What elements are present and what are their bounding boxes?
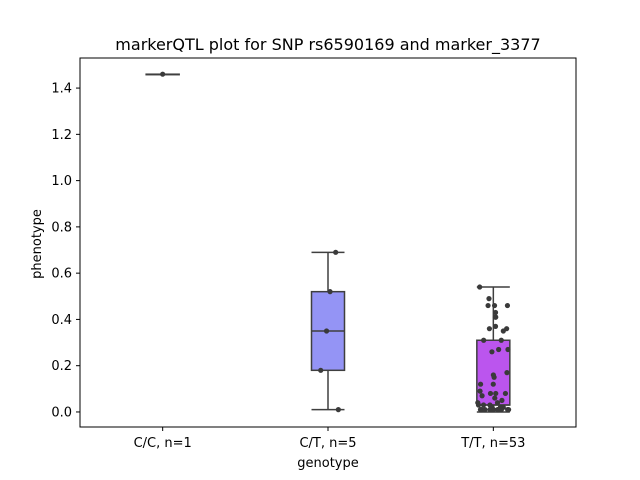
data-point <box>480 402 487 408</box>
y-axis: 0.0 0.2 0.4 0.6 0.8 1.0 1.2 1.4 <box>51 82 80 420</box>
data-point <box>160 71 166 77</box>
x-axis: C/C, n=1 C/T, n=5 T/T, n=53 <box>134 427 525 451</box>
y-tick-label: 0.6 <box>51 267 72 282</box>
y-tick-label: 0.8 <box>51 220 72 235</box>
data-point <box>502 390 509 397</box>
data-point <box>489 349 495 355</box>
data-point <box>492 309 499 316</box>
data-point <box>477 381 484 387</box>
data-point <box>504 302 511 309</box>
data-point <box>491 374 497 380</box>
data-point <box>494 400 501 406</box>
data-point <box>492 323 499 329</box>
data-point <box>499 397 505 403</box>
x-axis-label: genotype <box>297 456 358 471</box>
y-axis-label: phenotype <box>30 209 45 279</box>
data-point <box>500 328 506 334</box>
data-point <box>335 407 341 413</box>
chart-title: markerQTL plot for SNP rs6590169 and mar… <box>115 35 540 55</box>
data-point <box>498 337 504 343</box>
data-point <box>504 370 510 376</box>
data-point <box>493 314 499 320</box>
x-tick-label: C/C, n=1 <box>134 436 192 451</box>
y-tick-label: 0.2 <box>51 359 72 374</box>
data-point <box>486 296 492 302</box>
data-point <box>479 393 485 399</box>
plot-area <box>145 71 512 413</box>
data-point <box>485 302 491 309</box>
data-point <box>481 337 487 343</box>
x-tick-label: C/T, n=5 <box>299 436 356 451</box>
data-point <box>487 390 494 397</box>
data-point <box>496 346 502 353</box>
y-tick-label: 0.0 <box>51 405 72 420</box>
data-point <box>491 302 498 309</box>
data-point <box>488 407 494 413</box>
data-point <box>493 390 499 397</box>
data-point <box>327 289 333 295</box>
y-tick-label: 1.0 <box>51 174 72 189</box>
data-point <box>318 367 324 373</box>
data-point <box>477 388 483 394</box>
y-tick-label: 1.4 <box>51 82 72 97</box>
data-point <box>323 328 330 334</box>
y-tick-label: 1.2 <box>51 128 72 143</box>
data-point <box>477 284 483 290</box>
y-tick-label: 0.4 <box>51 313 72 328</box>
data-point <box>495 407 501 413</box>
data-point <box>486 326 493 332</box>
data-point <box>475 402 482 408</box>
data-point <box>478 407 485 413</box>
data-point <box>505 346 511 353</box>
data-point <box>492 395 498 401</box>
data-point <box>333 249 339 255</box>
data-point <box>490 381 496 387</box>
data-point <box>505 407 512 413</box>
x-tick-label: T/T, n=53 <box>460 436 525 451</box>
data-point <box>498 407 505 413</box>
